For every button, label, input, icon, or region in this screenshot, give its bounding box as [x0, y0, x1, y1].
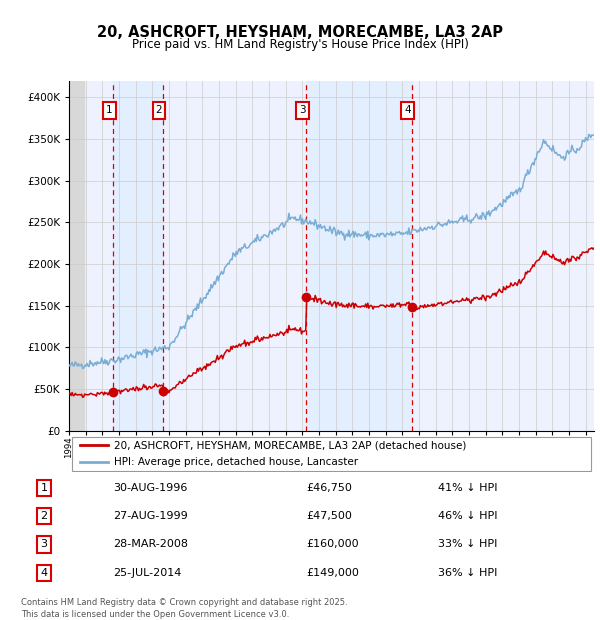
Text: 20, ASHCROFT, HEYSHAM, MORECAMBE, LA3 2AP (detached house): 20, ASHCROFT, HEYSHAM, MORECAMBE, LA3 2A…	[113, 440, 466, 450]
Text: £47,500: £47,500	[306, 511, 352, 521]
Text: 33% ↓ HPI: 33% ↓ HPI	[439, 539, 498, 549]
FancyBboxPatch shape	[71, 437, 592, 471]
Text: 4: 4	[404, 105, 411, 115]
Text: 4: 4	[40, 568, 47, 578]
Text: 1: 1	[40, 482, 47, 493]
Text: 36% ↓ HPI: 36% ↓ HPI	[439, 568, 498, 578]
Text: 3: 3	[299, 105, 305, 115]
Bar	[69, 81, 85, 431]
Text: 25-JUL-2014: 25-JUL-2014	[113, 568, 181, 578]
Text: 27-AUG-1999: 27-AUG-1999	[113, 511, 188, 521]
Text: £160,000: £160,000	[306, 539, 359, 549]
Text: £149,000: £149,000	[306, 568, 359, 578]
Text: 2: 2	[40, 511, 47, 521]
Text: Contains HM Land Registry data © Crown copyright and database right 2025.
This d: Contains HM Land Registry data © Crown c…	[21, 598, 347, 619]
Text: £46,750: £46,750	[306, 482, 352, 493]
Text: 3: 3	[40, 539, 47, 549]
Text: 2: 2	[155, 105, 163, 115]
Text: 30-AUG-1996: 30-AUG-1996	[113, 482, 187, 493]
Text: 1: 1	[106, 105, 112, 115]
Text: 41% ↓ HPI: 41% ↓ HPI	[439, 482, 498, 493]
Bar	[307, 81, 412, 431]
Bar	[113, 81, 163, 431]
Text: HPI: Average price, detached house, Lancaster: HPI: Average price, detached house, Lanc…	[113, 458, 358, 467]
Text: 46% ↓ HPI: 46% ↓ HPI	[439, 511, 498, 521]
Text: 20, ASHCROFT, HEYSHAM, MORECAMBE, LA3 2AP: 20, ASHCROFT, HEYSHAM, MORECAMBE, LA3 2A…	[97, 25, 503, 40]
Text: 28-MAR-2008: 28-MAR-2008	[113, 539, 188, 549]
Text: Price paid vs. HM Land Registry's House Price Index (HPI): Price paid vs. HM Land Registry's House …	[131, 38, 469, 51]
